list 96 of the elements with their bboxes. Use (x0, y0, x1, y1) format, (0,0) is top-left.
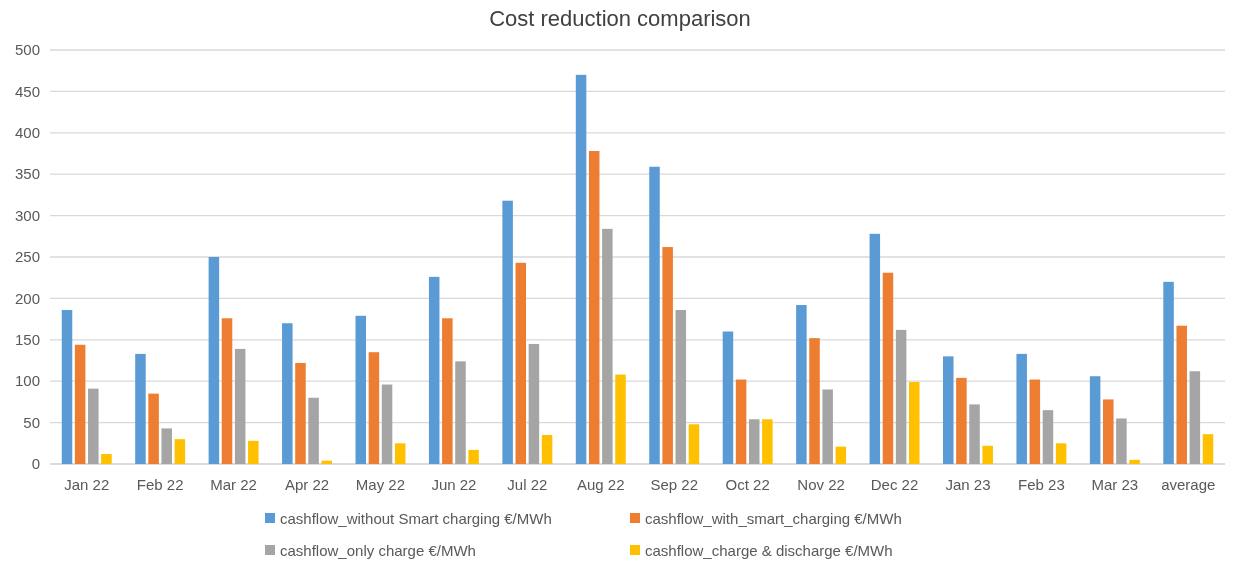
bar (1055, 443, 1067, 464)
bar (221, 318, 233, 464)
y-tick-label: 500 (14, 41, 40, 59)
bar (428, 276, 440, 464)
bar (61, 309, 73, 464)
bar (234, 348, 246, 464)
bar (869, 233, 881, 464)
x-tick-label: average (1161, 476, 1216, 493)
bar (649, 166, 660, 464)
bar (1042, 410, 1054, 464)
bar (541, 435, 553, 464)
y-tick-label: 250 (14, 248, 40, 266)
x-tick-label: Feb 23 (1018, 476, 1065, 493)
y-tick-label: 400 (14, 124, 40, 142)
y-tick-label: 350 (14, 165, 40, 183)
bar (735, 379, 747, 464)
bar (1129, 459, 1140, 464)
bar (88, 388, 99, 464)
bar (355, 315, 367, 464)
x-tick-label: Jun 22 (431, 476, 477, 493)
bar (895, 329, 907, 464)
bar (1016, 353, 1027, 464)
x-tick-label: Jan 23 (945, 476, 991, 493)
bar (1163, 281, 1174, 464)
bar (943, 356, 954, 464)
y-tick-label: 450 (14, 82, 40, 100)
bar (1103, 399, 1114, 464)
x-tick-label: Jul 22 (507, 476, 548, 493)
x-tick-label: Jan 22 (64, 476, 110, 493)
bar (969, 404, 980, 464)
bar (455, 361, 466, 464)
y-tick-label: 300 (14, 206, 40, 224)
bar (835, 446, 847, 464)
x-tick-label: Apr 22 (284, 476, 330, 493)
x-tick-label: Mar 23 (1091, 476, 1139, 493)
bar (321, 460, 332, 464)
bar (208, 257, 220, 464)
bar (74, 344, 86, 464)
bar (908, 382, 920, 464)
bar (308, 397, 319, 464)
bar (822, 389, 833, 464)
bar (442, 318, 453, 464)
bar (1189, 371, 1201, 464)
chart-title: Cost reduction comparison (489, 6, 751, 31)
bar (1029, 379, 1041, 464)
bar (982, 445, 993, 464)
legend-label: cashflow_without Smart charging €/MWh (280, 510, 552, 528)
bar (675, 309, 687, 464)
x-tick-label: May 22 (355, 476, 406, 493)
bar (148, 393, 159, 464)
bar (602, 228, 613, 464)
x-tick-label: Feb 22 (136, 476, 184, 493)
bar (468, 449, 479, 464)
bar (161, 428, 172, 464)
legend-label: cashflow_charge & discharge €/MWh (645, 542, 893, 560)
bar (722, 331, 734, 464)
bar (748, 419, 760, 464)
bar (615, 374, 626, 464)
bar (882, 272, 894, 464)
y-tick-label: 100 (14, 372, 40, 390)
bar (101, 454, 112, 464)
legend-label: cashflow_with_smart_charging €/MWh (645, 510, 902, 528)
bar (174, 439, 186, 464)
bar (762, 419, 773, 464)
bar (368, 352, 380, 464)
bar (282, 323, 293, 464)
bar (528, 343, 540, 464)
x-tick-label: Dec 22 (870, 476, 919, 493)
x-tick-label: Nov 22 (797, 476, 845, 493)
bar (1176, 325, 1187, 464)
legend-label: cashflow_only charge €/MWh (280, 542, 476, 560)
y-tick-label: 200 (14, 289, 40, 307)
bar (662, 247, 673, 464)
x-tick-label: Sep 22 (650, 476, 698, 493)
bar (575, 74, 587, 464)
x-tick-label: Mar 22 (210, 476, 257, 493)
y-tick-label: 0 (31, 455, 40, 473)
x-tick-label: Aug 22 (577, 476, 625, 493)
bar (809, 338, 820, 464)
bar (515, 262, 527, 464)
bar (1202, 434, 1214, 464)
bar (956, 377, 967, 464)
y-tick-label: 150 (14, 331, 40, 349)
bar (381, 384, 393, 464)
x-tick-label: Oct 22 (725, 476, 770, 493)
bar (1089, 376, 1101, 464)
bar (688, 424, 700, 464)
bar (394, 443, 406, 464)
bar (135, 353, 146, 464)
y-tick-label: 50 (23, 413, 40, 431)
bar (248, 440, 259, 464)
bar (502, 200, 513, 464)
bar (1116, 418, 1127, 464)
bar (295, 362, 306, 464)
bar (796, 305, 807, 464)
bar (588, 151, 600, 464)
